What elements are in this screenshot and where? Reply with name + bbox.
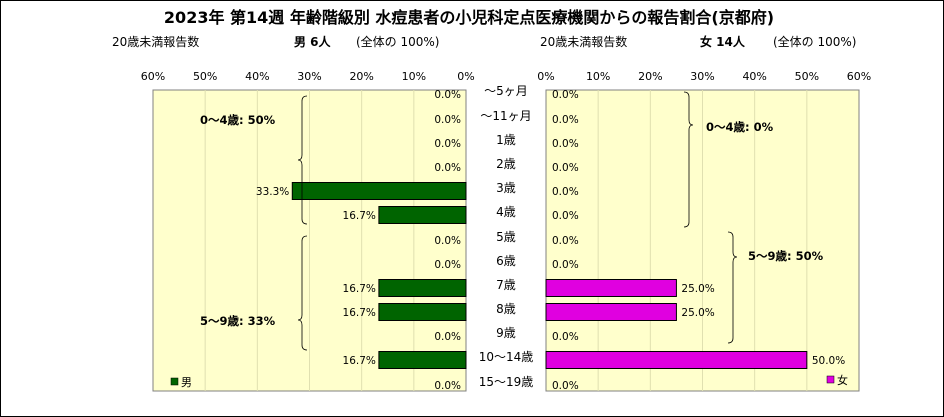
male-total: (全体の 100%)	[356, 34, 440, 49]
male-tick-label: 0%	[457, 70, 474, 83]
category-label: 3歳	[496, 181, 516, 195]
female-value-label: 50.0%	[812, 355, 845, 367]
category-label: 8歳	[496, 302, 516, 316]
category-label: 2歳	[496, 157, 516, 171]
male-axis-ticks: 60% 50% 40% 30% 20% 10% 0%	[141, 70, 475, 83]
male-tick-label: 20%	[349, 70, 373, 83]
female-bar	[545, 303, 677, 321]
male-legend-swatch	[170, 377, 179, 386]
female-value-labels: 0.0% 0.0% 0.0% 0.0% 0.0% 0.0% 0.0% 0.0% 25.0% 25.…	[552, 89, 845, 392]
male-bars	[291, 182, 467, 369]
category-labels: ～5ヶ月 ～11ヶ月 1歳 2歳 3歳 4歳 5歳 6歳 7歳 8歳 9歳 10～14歳 15～19歳	[479, 84, 534, 389]
female-value-label: 0.0%	[552, 186, 579, 198]
male-tick-label: 30%	[297, 70, 321, 83]
male-value-label: 33.3%	[256, 186, 289, 198]
female-legend-label: 女	[837, 373, 848, 387]
female-value-label: 0.0%	[552, 89, 579, 101]
male-tick-label: 50%	[193, 70, 217, 83]
category-label: ～11ヶ月	[480, 109, 531, 123]
male-summary: 男 6人	[294, 34, 332, 49]
category-label: ～5ヶ月	[484, 84, 528, 98]
female-value-label: 0.0%	[552, 210, 579, 222]
category-label: 15～19歳	[479, 375, 534, 389]
male-bracket-5-9: 5～9歳: 33%	[200, 314, 276, 328]
female-total: (全体の 100%)	[773, 34, 857, 49]
female-bracket-5-9: 5～9歳: 50%	[748, 249, 824, 263]
category-label: 1歳	[496, 133, 516, 147]
female-value-label: 25.0%	[681, 307, 714, 319]
female-tick-label: 30%	[690, 70, 714, 83]
female-value-label: 0.0%	[552, 235, 579, 247]
female-tick-label: 10%	[586, 70, 610, 83]
male-bar	[378, 303, 467, 321]
female-value-label: 0.0%	[552, 138, 579, 150]
male-value-label: 0.0%	[434, 114, 461, 126]
category-label: 10～14歳	[479, 350, 534, 364]
male-brace-0-4	[297, 95, 308, 225]
male-count-label: 20歳未満報告数	[112, 34, 199, 49]
male-legend-label: 男	[181, 376, 192, 389]
female-value-label: 25.0%	[681, 283, 714, 295]
female-tick-label: 0%	[537, 70, 554, 83]
male-bar	[378, 206, 467, 224]
male-tick-label: 10%	[402, 70, 426, 83]
female-summary: 女 14人	[700, 34, 746, 49]
female-tick-label: 60%	[847, 70, 871, 83]
category-label: 9歳	[496, 326, 516, 340]
female-count-label: 20歳未満報告数	[540, 34, 627, 49]
male-value-label: 0.0%	[434, 331, 461, 343]
male-value-label: 0.0%	[434, 380, 461, 392]
male-bracket-0-4: 0～4歳: 50%	[200, 113, 276, 127]
male-value-label: 16.7%	[343, 283, 376, 295]
category-label: 7歳	[496, 278, 516, 292]
female-value-label: 0.0%	[552, 259, 579, 271]
female-value-label: 0.0%	[552, 114, 579, 126]
female-value-label: 0.0%	[552, 162, 579, 174]
male-value-label: 0.0%	[434, 89, 461, 101]
female-tick-label: 50%	[795, 70, 819, 83]
female-value-label: 0.0%	[552, 380, 579, 392]
male-value-labels: 0.0% 0.0% 0.0% 0.0% 33.3% 16.7% 0.0% 0.0% 16.7% 1…	[256, 89, 461, 392]
male-bar	[291, 182, 467, 200]
male-value-label: 16.7%	[343, 210, 376, 222]
category-label: 4歳	[496, 205, 516, 219]
male-value-label: 0.0%	[434, 162, 461, 174]
chart-title: 2023年 第14週 年齢階級別 水痘患者の小児科定点医療機関からの報告割合(京…	[164, 8, 774, 27]
male-value-label: 0.0%	[434, 235, 461, 247]
female-bar	[545, 279, 677, 297]
female-brace-5-9	[727, 231, 738, 344]
male-value-label: 0.0%	[434, 138, 461, 150]
male-bar	[378, 351, 467, 369]
male-tick-label: 40%	[245, 70, 269, 83]
female-legend-swatch	[826, 375, 835, 384]
category-label: 5歳	[496, 230, 516, 244]
male-tick-label: 60%	[141, 70, 165, 83]
female-tick-label: 40%	[742, 70, 766, 83]
male-bar	[378, 279, 467, 297]
female-gridlines	[597, 90, 808, 391]
female-tick-label: 20%	[638, 70, 662, 83]
female-bar	[545, 351, 808, 369]
female-bars	[545, 279, 808, 369]
male-value-label: 16.7%	[343, 307, 376, 319]
female-bracket-0-4: 0～4歳: 0%	[706, 120, 774, 134]
female-brace-0-4	[683, 91, 694, 228]
category-label: 6歳	[496, 254, 516, 268]
male-gridlines	[204, 90, 415, 391]
female-value-label: 0.0%	[552, 331, 579, 343]
female-axis-ticks: 0% 10% 20% 30% 40% 50% 60%	[537, 70, 871, 83]
male-value-label: 16.7%	[343, 355, 376, 367]
male-value-label: 0.0%	[434, 259, 461, 271]
male-brace-5-9	[297, 235, 308, 351]
